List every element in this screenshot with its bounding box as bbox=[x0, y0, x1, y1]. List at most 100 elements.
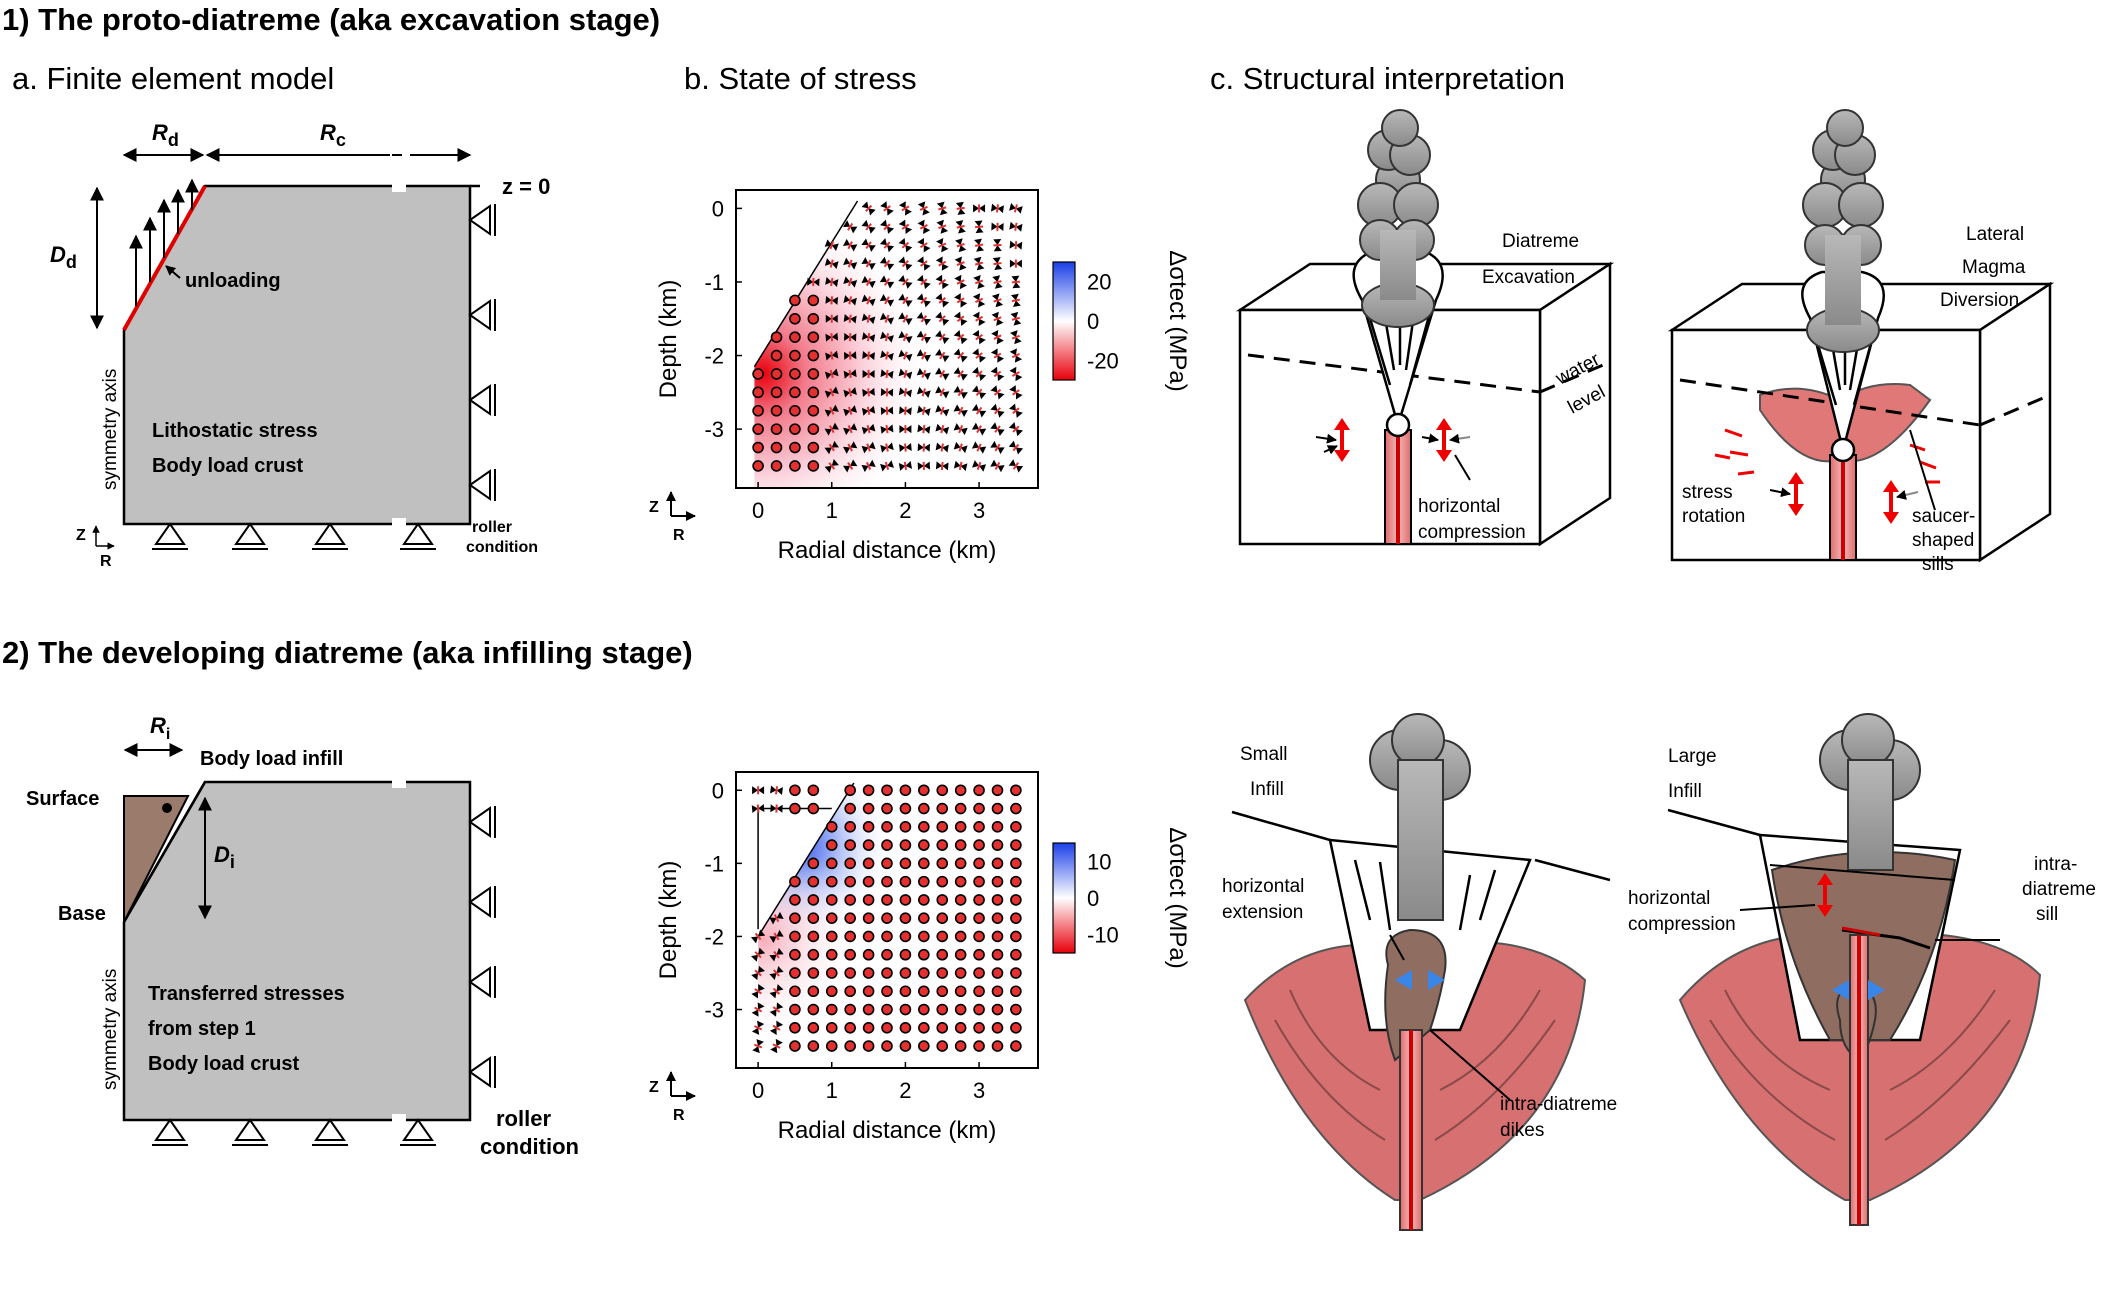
stress-glyph bbox=[935, 348, 950, 363]
stress-glyph bbox=[916, 367, 931, 380]
stress-glyph bbox=[789, 1003, 801, 1016]
stress-glyph bbox=[899, 875, 912, 888]
stress-glyph bbox=[1010, 821, 1022, 833]
stress-glyph bbox=[843, 369, 857, 379]
block-diatreme-excavation bbox=[1235, 109, 1615, 547]
stress-chart-top: 0 1 2 3 0 -1 -2 -3 Radial distance (km) Depth (km… bbox=[649, 189, 1191, 564]
y-tick-label: -2 bbox=[704, 924, 724, 949]
stress-glyph bbox=[917, 461, 930, 471]
stress-glyph bbox=[824, 404, 839, 417]
stress-glyph bbox=[1009, 221, 1023, 232]
stress-glyph bbox=[789, 404, 801, 417]
ri-label: Ri bbox=[150, 713, 170, 743]
stress-glyph bbox=[844, 1022, 856, 1034]
stress-glyph bbox=[971, 422, 987, 436]
stress-glyph bbox=[824, 386, 839, 399]
hcomp-label-2: compression bbox=[1418, 522, 1526, 543]
stress-glyph bbox=[936, 802, 949, 815]
stress-glyph bbox=[1010, 330, 1022, 345]
stress-glyph bbox=[844, 857, 856, 870]
stress-glyph bbox=[991, 329, 1004, 345]
stress-glyph bbox=[936, 1022, 949, 1034]
stress-glyph bbox=[916, 349, 931, 362]
stress-glyph bbox=[862, 875, 875, 888]
stress-glyph bbox=[899, 821, 912, 833]
lateral-label-1: Lateral bbox=[1966, 224, 2024, 245]
stress-glyph bbox=[991, 821, 1004, 833]
stress-glyph bbox=[770, 404, 783, 417]
stress-glyph bbox=[1010, 1003, 1022, 1016]
stress-glyph bbox=[899, 839, 912, 851]
stress-glyph bbox=[844, 332, 857, 342]
stress-glyph bbox=[898, 238, 913, 253]
colorbar-label: Δσtect (MPa) bbox=[1164, 827, 1191, 969]
stress-glyph bbox=[972, 311, 986, 326]
stress-glyph bbox=[861, 441, 876, 454]
stress-glyph bbox=[936, 821, 949, 833]
stress-glyph bbox=[862, 985, 875, 998]
stress-glyph bbox=[973, 967, 985, 979]
colorbar bbox=[1052, 842, 1076, 954]
surface-line bbox=[757, 782, 855, 937]
stress-glyph bbox=[770, 331, 783, 343]
z0-label: z = 0 bbox=[502, 174, 550, 199]
stress-glyph bbox=[825, 1003, 838, 1016]
body2-text-3: Body load crust bbox=[148, 1053, 299, 1075]
stress-glyph bbox=[1009, 366, 1023, 382]
stress-glyph bbox=[825, 912, 838, 924]
stress-glyph bbox=[1010, 912, 1022, 924]
stress-glyph bbox=[953, 311, 968, 326]
stress-glyph bbox=[807, 404, 820, 417]
stress-glyph bbox=[880, 369, 894, 379]
stress-glyph bbox=[844, 1040, 856, 1052]
stress-glyph bbox=[751, 947, 766, 962]
stress-glyph bbox=[936, 985, 949, 998]
colorbar-tick-label: -10 bbox=[1087, 923, 1119, 948]
stress-glyph bbox=[936, 1040, 949, 1052]
stress-glyph bbox=[789, 802, 801, 815]
stress-glyph bbox=[936, 912, 949, 924]
stress-glyph bbox=[991, 1003, 1004, 1016]
stress-glyph bbox=[881, 985, 893, 998]
stress-glyph bbox=[954, 857, 967, 870]
stress-glyph bbox=[917, 424, 931, 434]
stress-glyph bbox=[861, 423, 876, 435]
stress-glyph bbox=[898, 201, 912, 216]
symmetry-axis-label: symmetry axis bbox=[100, 369, 121, 490]
stress-glyph bbox=[789, 784, 801, 797]
stress-glyph bbox=[918, 839, 930, 851]
stress-glyph bbox=[974, 238, 985, 252]
stress-glyph bbox=[1010, 1040, 1022, 1052]
stress-glyph bbox=[973, 802, 985, 815]
stress-glyph bbox=[825, 930, 838, 943]
stress-glyph bbox=[789, 460, 801, 472]
stress-glyph bbox=[953, 330, 968, 345]
stress-glyph bbox=[899, 443, 912, 453]
stress-glyph bbox=[936, 201, 948, 216]
stress-glyph bbox=[807, 441, 820, 454]
stress-glyph bbox=[769, 984, 784, 999]
red-small-arrows bbox=[1714, 428, 1940, 484]
stress-glyph bbox=[955, 238, 967, 253]
panel-c-title: c. Structural interpretation bbox=[1210, 61, 1565, 96]
x-tick-label: 2 bbox=[899, 498, 911, 523]
stress-glyph bbox=[825, 857, 838, 870]
stress-glyph bbox=[972, 460, 987, 472]
stress-glyph bbox=[991, 839, 1004, 851]
stress-glyph bbox=[936, 948, 949, 961]
fem-model-top bbox=[90, 148, 496, 550]
stress-glyph bbox=[918, 930, 930, 943]
stress-glyph bbox=[862, 967, 875, 979]
stress-glyph bbox=[917, 237, 931, 253]
stress-glyph bbox=[972, 348, 986, 363]
rd-label: Rd bbox=[152, 120, 179, 150]
x-tick-label: 2 bbox=[899, 1078, 911, 1103]
stress-glyph bbox=[953, 348, 968, 363]
stress-glyph bbox=[881, 839, 893, 851]
stress-glyph bbox=[917, 405, 931, 416]
stress-glyph bbox=[991, 948, 1004, 961]
stress-glyph bbox=[880, 424, 894, 434]
stress-glyph bbox=[993, 239, 1002, 252]
stress-glyph bbox=[824, 258, 839, 269]
stress-glyph bbox=[1009, 240, 1023, 250]
